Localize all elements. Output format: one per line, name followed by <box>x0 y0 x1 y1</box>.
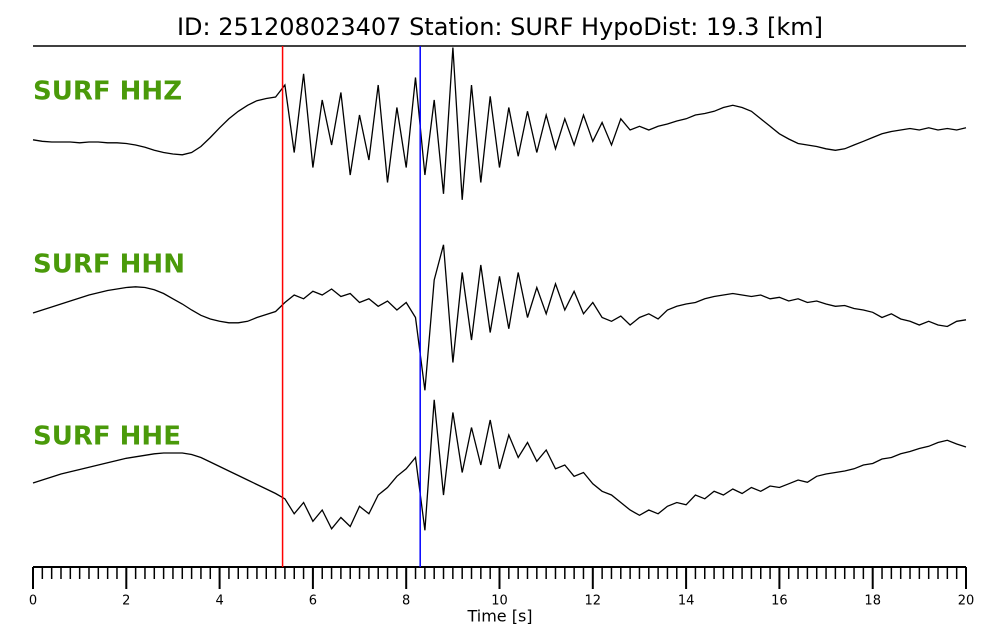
trace-label: SURF HHE <box>33 422 181 452</box>
x-tick-label: 14 <box>678 594 695 609</box>
x-tick-label: 2 <box>122 594 130 609</box>
chart-title: ID: 251208023407 Station: SURF HypoDist:… <box>177 13 823 41</box>
x-tick-label: 4 <box>215 594 223 609</box>
trace-label: SURF HHN <box>33 250 185 280</box>
x-tick-label: 8 <box>402 594 410 609</box>
x-tick-label: 0 <box>29 594 37 609</box>
x-tick-label: 20 <box>958 594 975 609</box>
x-tick-label: 6 <box>309 594 317 609</box>
x-tick-label: 18 <box>864 594 881 609</box>
x-tick-label: 16 <box>771 594 788 609</box>
trace <box>32 399 967 531</box>
trace <box>32 47 967 200</box>
trace <box>32 244 967 391</box>
trace-label: SURF HHZ <box>33 77 182 107</box>
x-tick-label: 12 <box>585 594 602 609</box>
x-tick-label: 10 <box>491 594 508 609</box>
x-axis-label: Time [s] <box>466 607 532 626</box>
